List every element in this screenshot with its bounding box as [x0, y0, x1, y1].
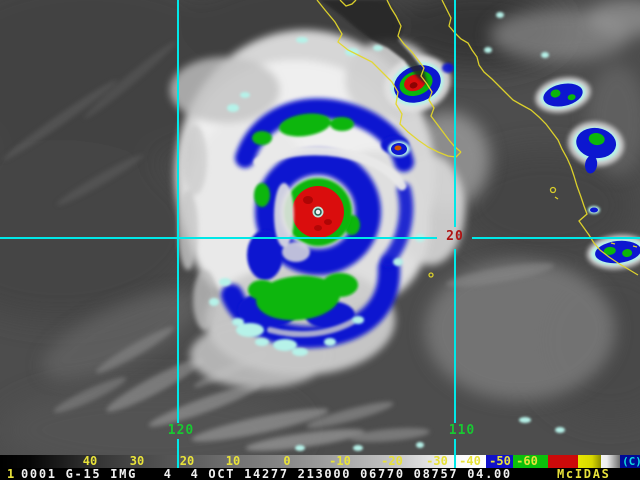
- latitude-label-20: 20: [446, 229, 464, 244]
- longitude-label-120: 120: [167, 423, 195, 438]
- colorbar-tick-label: 30: [129, 454, 145, 468]
- colorbar-tick-label: -60: [516, 454, 538, 468]
- hurricane-green-convection: [248, 113, 360, 321]
- enhanced-cells-mainland: [535, 77, 640, 270]
- colorbar-tick-label: 10: [225, 454, 241, 468]
- hurricane-dry-slots: [253, 146, 407, 338]
- coastlines: [316, 0, 639, 278]
- island-marker-offshore: [428, 272, 434, 278]
- status-bar: 1 0001 G-15 IMG 4 4 OCT 14277 213000 067…: [0, 468, 640, 480]
- coastline-baja-pacific: [316, 0, 462, 158]
- colorbar-tick-label: 0: [283, 454, 291, 468]
- lat-grid-line-right: [472, 237, 640, 239]
- colorbar-tick-label: 20: [179, 454, 195, 468]
- lon-grid-line-110-c: [454, 439, 456, 468]
- longitude-label-110: 110: [448, 423, 476, 438]
- colorbar-tick-label: -10: [329, 454, 351, 468]
- image-info-line: 0001 G-15 IMG 4 4 OCT 14277 213000 06770…: [21, 467, 512, 480]
- lon-grid-line-120-a: [177, 0, 179, 423]
- coastline-mainland: [441, 0, 639, 276]
- baja-land-shadow: [320, 0, 428, 86]
- lon-grid-line-110-a: [454, 0, 456, 227]
- colorbar-tick-label: 40: [82, 454, 98, 468]
- coastline-baja-bay-hook: [339, 0, 357, 7]
- cloud-streaks: [2, 41, 555, 451]
- colorbar-tick-label: -30: [426, 454, 448, 468]
- colorbar-tick-label: -20: [381, 454, 403, 468]
- mcidas-brand-label: McIDAS: [557, 467, 611, 480]
- shield-ragged-edge: [178, 125, 217, 330]
- hurricane-eye: [312, 206, 324, 218]
- island-marker-coastal: [610, 242, 638, 248]
- island-marker: [549, 186, 557, 194]
- satellite-image-display[interactable]: [0, 0, 640, 455]
- colorbar-tick-label: -50: [489, 454, 511, 468]
- frame-number: 1: [7, 467, 16, 480]
- island-marker-small: [554, 196, 559, 200]
- lon-grid-line-110-b: [454, 249, 456, 423]
- coastline-baja-gulf: [386, 0, 462, 153]
- enhanced-cell-baja-small: [388, 63, 454, 157]
- enhancement-colorbar: 40 30 20 10 0 -10 -20 -30 -40 -50 -60 (C…: [0, 454, 640, 468]
- lon-grid-line-120-b: [177, 439, 179, 468]
- colorbar-tick-label: -40: [459, 454, 481, 468]
- hurricane-spiral-arms: [221, 98, 414, 348]
- lat-grid-line-left: [0, 237, 437, 239]
- copyright-label: (C): [622, 455, 640, 468]
